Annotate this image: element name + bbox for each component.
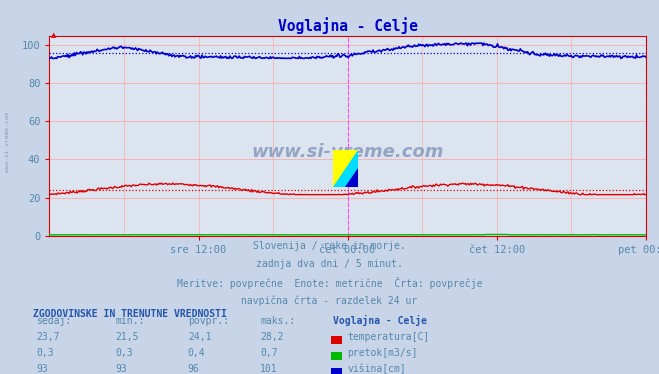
Polygon shape [333, 150, 358, 187]
Polygon shape [345, 168, 358, 187]
Polygon shape [333, 150, 358, 187]
Text: 0,3: 0,3 [36, 348, 54, 358]
Text: www.si-vreme.com: www.si-vreme.com [5, 112, 11, 172]
Text: ZGODOVINSKE IN TRENUTNE VREDNOSTI: ZGODOVINSKE IN TRENUTNE VREDNOSTI [33, 309, 227, 319]
Text: Meritve: povprečne  Enote: metrične  Črta: povprečje: Meritve: povprečne Enote: metrične Črta:… [177, 277, 482, 289]
Text: 101: 101 [260, 364, 278, 374]
Text: navpična črta - razdelek 24 ur: navpična črta - razdelek 24 ur [241, 295, 418, 306]
Text: sedaj:: sedaj: [36, 316, 71, 325]
Text: 93: 93 [115, 364, 127, 374]
Text: 28,2: 28,2 [260, 332, 284, 341]
Title: Voglajna - Celje: Voglajna - Celje [277, 18, 418, 34]
Text: www.si-vreme.com: www.si-vreme.com [251, 142, 444, 160]
Text: zadnja dva dni / 5 minut.: zadnja dva dni / 5 minut. [256, 259, 403, 269]
Text: maks.:: maks.: [260, 316, 295, 325]
Text: 96: 96 [188, 364, 200, 374]
Text: ▲: ▲ [51, 33, 56, 39]
Text: višina[cm]: višina[cm] [347, 364, 406, 374]
Text: 0,4: 0,4 [188, 348, 206, 358]
Text: temperatura[C]: temperatura[C] [347, 332, 430, 341]
Text: Voglajna - Celje: Voglajna - Celje [333, 315, 427, 325]
Text: 24,1: 24,1 [188, 332, 212, 341]
Text: 0,7: 0,7 [260, 348, 278, 358]
Text: pretok[m3/s]: pretok[m3/s] [347, 348, 418, 358]
Text: povpr.:: povpr.: [188, 316, 229, 325]
Text: 0,3: 0,3 [115, 348, 133, 358]
Text: Slovenija / reke in morje.: Slovenija / reke in morje. [253, 241, 406, 251]
Text: 21,5: 21,5 [115, 332, 139, 341]
Text: min.:: min.: [115, 316, 145, 325]
Text: 93: 93 [36, 364, 48, 374]
Text: 23,7: 23,7 [36, 332, 60, 341]
